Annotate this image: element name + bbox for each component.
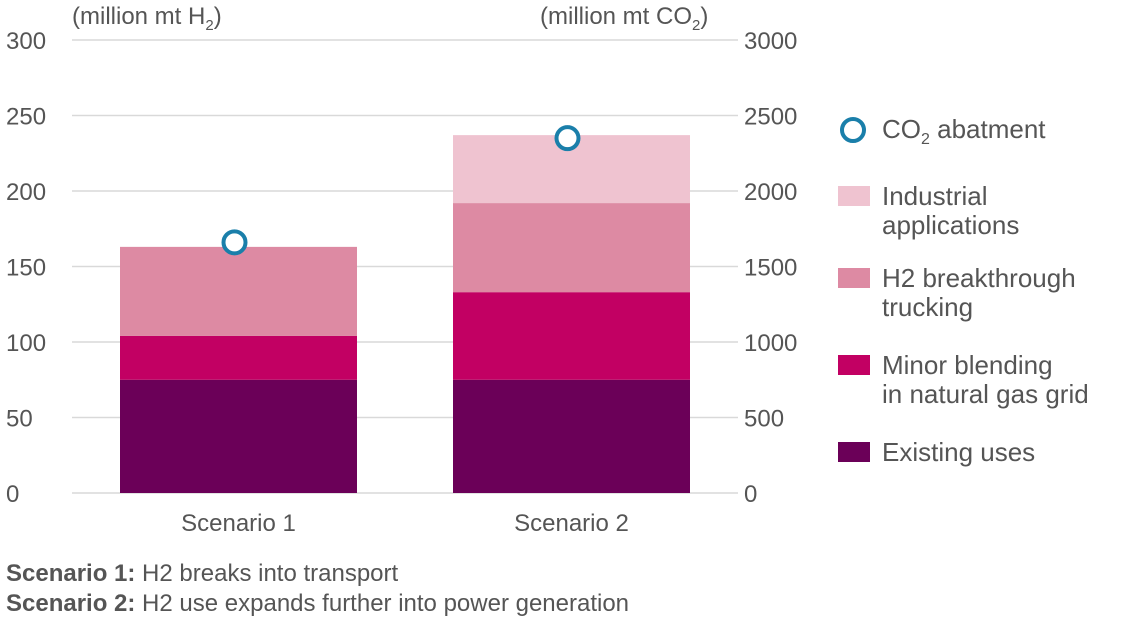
category-label: Scenario 2 [514,510,629,537]
category-labels: Scenario 1 Scenario 2 [181,510,629,537]
co2-marker [554,125,581,152]
legend-trucking-swatch [838,268,870,288]
right-axis-unit: (million mt CO2) [540,3,708,34]
bar-segment-existing-uses [120,379,357,493]
right-tick-label: 2500 [744,104,797,131]
left-tick-label: 50 [6,406,33,433]
left-tick-label: 100 [6,330,46,357]
footnote-scenario-2-label: Scenario 2: [6,590,136,617]
legend-blending-label-2: in natural gas grid [882,379,1089,409]
bar-segment-existing-uses [453,379,690,493]
left-axis-ticks: 0 50 100 150 200 250 300 [6,28,46,508]
legend: CO2 abatment Industrial applications H2 … [838,114,1089,467]
left-tick-label: 300 [6,28,46,55]
legend-industrial-label-2: applications [882,210,1019,240]
bar-segment-minor-blending-in-natural-gas-grid [453,292,690,380]
right-tick-label: 1000 [744,330,797,357]
legend-blending-swatch [838,355,870,375]
bars [120,135,690,493]
left-tick-label: 150 [6,255,46,282]
legend-industrial-swatch [838,186,870,206]
bar-segment-h2-breakthrough-trucking [453,203,690,293]
left-axis-unit: (million mt H2) [72,3,222,34]
footnote-scenario-2: Scenario 2: H2 use expands further into … [6,590,629,618]
right-tick-label: 0 [744,481,757,508]
footnote-scenario-2-text: H2 use expands further into power genera… [135,590,630,617]
co2-marker [221,229,248,256]
footnote-scenario-1-text: H2 breaks into transport [135,560,399,587]
legend-industrial-label-1: Industrial [882,181,988,211]
category-label: Scenario 1 [181,510,296,537]
bar-segment-h2-breakthrough-trucking [120,246,357,336]
left-tick-label: 200 [6,179,46,206]
legend-trucking-label-2: trucking [882,292,973,322]
legend-existing-label: Existing uses [882,437,1035,467]
legend-blending-label-1: Minor blending [882,350,1053,380]
legend-co2-marker [840,117,866,143]
right-tick-label: 3000 [744,28,797,55]
left-tick-label: 0 [6,481,19,508]
legend-existing-swatch [838,442,870,462]
right-tick-label: 1500 [744,255,797,282]
left-tick-label: 250 [6,104,46,131]
bar-segment-minor-blending-in-natural-gas-grid [120,335,357,380]
co2-markers [221,125,581,256]
right-tick-label: 500 [744,406,784,433]
legend-co2-label: CO2 abatment [882,114,1046,148]
legend-trucking-label-1: H2 breakthrough [882,263,1076,293]
right-axis-ticks: 0 500 1000 1500 2000 2500 3000 [744,28,797,508]
footnote-scenario-1-label: Scenario 1: [6,560,136,587]
right-tick-label: 2000 [744,179,797,206]
footnote-scenario-1: Scenario 1: H2 breaks into transport [6,560,398,588]
